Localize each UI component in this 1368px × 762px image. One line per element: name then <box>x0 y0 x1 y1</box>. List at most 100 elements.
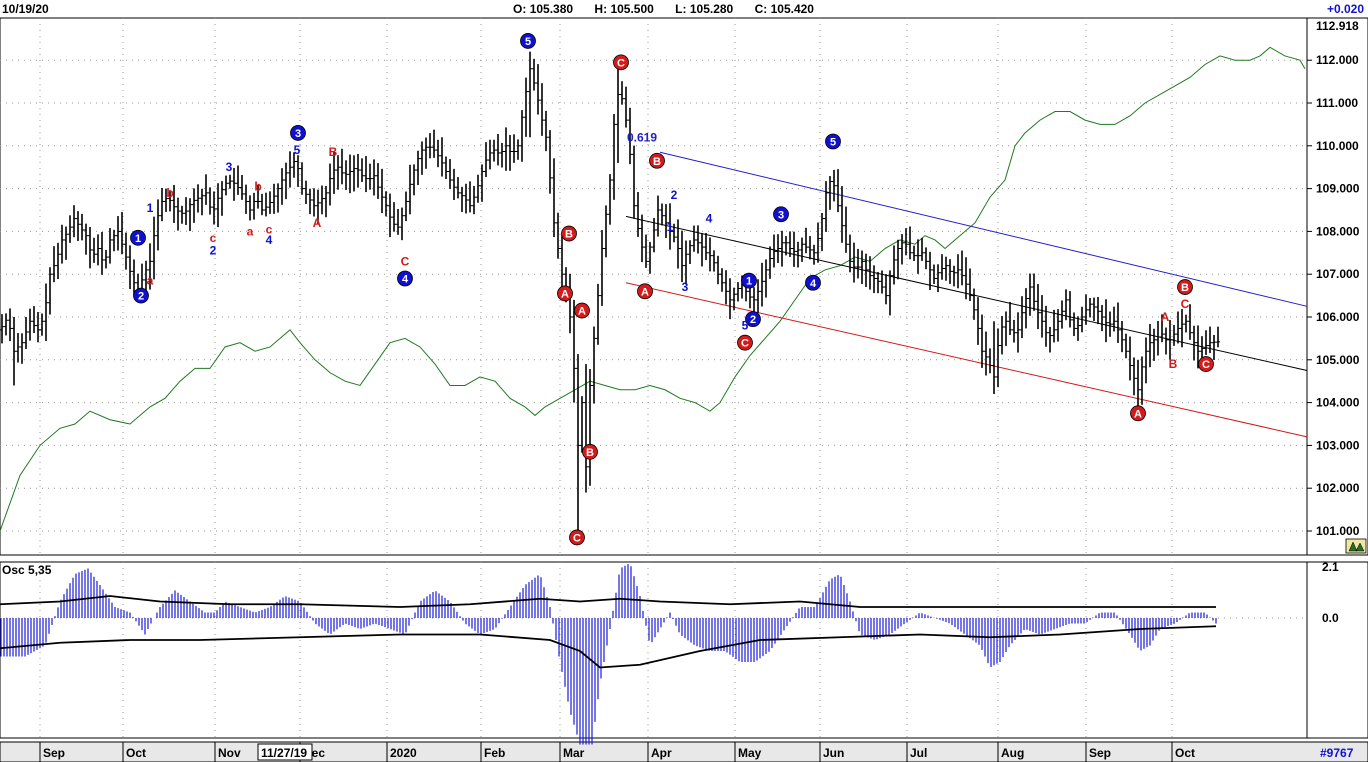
cursor-date-box <box>257 743 313 761</box>
price-bars <box>0 51 1220 536</box>
open-value: 105.380 <box>529 2 574 16</box>
y-tick-label: 103.000 <box>1316 438 1360 452</box>
wave-circle-1 <box>130 229 146 246</box>
osc-y-tick-label: 0.0 <box>1322 611 1339 625</box>
wave-label: a <box>247 224 254 238</box>
wave-circle-A <box>574 302 590 319</box>
wave-label: 1 <box>147 201 154 215</box>
high-label: H: <box>594 2 608 16</box>
wave-label: 3 <box>226 160 233 174</box>
wave-label: c <box>266 222 273 236</box>
x-tick-label: Apr <box>651 746 672 760</box>
y-tick-label: 109.000 <box>1316 182 1360 196</box>
wave-label: 1 <box>667 220 674 234</box>
x-tick-label: Sep <box>1089 746 1111 760</box>
wave-label: 5 <box>294 143 301 157</box>
wave-label: B <box>1181 282 1189 294</box>
wave-label: 2 <box>750 314 756 326</box>
wave-circle-5 <box>520 33 536 49</box>
wave-label: 4 <box>706 212 713 226</box>
wave-label: 1 <box>746 276 752 288</box>
y-tick-label: 101.000 <box>1316 524 1360 538</box>
y-tick-label: 111.000 <box>1316 96 1358 110</box>
wave-label: A <box>313 216 322 230</box>
wave-label: c <box>210 231 217 245</box>
wave-label: 3 <box>778 209 784 221</box>
x-tick-label: Nov <box>218 746 241 760</box>
wave-label: C <box>741 338 749 350</box>
wave-label: A <box>1161 310 1170 324</box>
wave-label: b <box>254 179 261 193</box>
wave-label: 5 <box>525 36 531 48</box>
wave-circle-B <box>561 225 577 242</box>
wave-circle-2 <box>745 311 761 328</box>
open-label: O: <box>513 2 527 16</box>
wave-label: 4 <box>402 273 409 285</box>
wave-label: A <box>1134 408 1142 420</box>
wave-label: b <box>166 186 173 200</box>
wave-label: A <box>641 286 649 298</box>
header-date: 10/19/20 <box>2 2 49 16</box>
osc-y-tick-label: 2.1 <box>1322 560 1339 574</box>
y-tick-label: 110.000 <box>1316 139 1359 153</box>
wave-label: B <box>1169 357 1178 371</box>
fib-label: 0.619 <box>627 131 657 145</box>
x-tick-label: Oct <box>1175 746 1195 760</box>
channel-upper-line <box>659 151 1308 307</box>
oscillator-bars <box>0 564 1217 745</box>
x-tick-label: May <box>738 746 762 760</box>
wave-label: A <box>578 306 586 318</box>
wave-label: C <box>617 57 625 69</box>
wave-circle-A <box>557 285 573 302</box>
cursor-date: 11/27/19 <box>261 746 307 760</box>
x-tick-label: Oct <box>126 746 146 760</box>
x-tick-label: Jun <box>823 746 844 760</box>
wave-label: C <box>573 532 581 544</box>
wave-circle-1 <box>741 272 757 289</box>
wave-label: C <box>401 254 410 268</box>
wave-label: 2 <box>671 188 678 202</box>
osc-title: Osc 5,35 <box>2 563 52 577</box>
wave-circle-5 <box>825 133 841 150</box>
wave-label: 5 <box>742 319 749 333</box>
x-tick-label: Jul <box>910 746 927 760</box>
y-tick-label: 108.000 <box>1316 224 1360 238</box>
close-value: 105.420 <box>770 2 814 16</box>
wave-label: 4 <box>810 278 817 290</box>
low-label: L: <box>675 2 687 16</box>
symbol-label: #9767 <box>1320 746 1354 760</box>
wave-circle-A <box>1130 405 1146 422</box>
channel-lower-line <box>625 282 1308 438</box>
wave-circle-B <box>649 152 665 169</box>
wave-circle-C <box>569 529 585 546</box>
ohlc-readout: O: 105.380 H: 105.500 L: 105.280 C: 105.… <box>513 0 832 18</box>
low-value: 105.280 <box>689 2 734 16</box>
wave-label: B <box>329 145 338 159</box>
wave-circle-B <box>582 443 598 460</box>
high-value: 105.500 <box>610 2 654 16</box>
wave-label: 2 <box>138 291 144 303</box>
wave-circle-4 <box>397 270 413 287</box>
wave-circle-3 <box>773 206 789 223</box>
scale-icon[interactable] <box>1345 538 1367 554</box>
wave-label: B <box>653 156 661 168</box>
wave-circle-4 <box>805 274 821 291</box>
wave-label: a <box>147 274 154 288</box>
y-tick-label: 104.000 <box>1316 396 1360 410</box>
wave-label: C <box>1181 297 1190 311</box>
wave-label: 4 <box>266 233 273 247</box>
change-value: +0.020 <box>1326 2 1364 16</box>
y-top-label: 112.918 <box>1316 19 1359 33</box>
wave-label: B <box>586 447 594 459</box>
y-tick-label: 102.000 <box>1316 481 1360 495</box>
wave-label: B <box>565 229 573 241</box>
osc-lower-band <box>0 625 1217 669</box>
x-tick-label: 2020 <box>390 746 417 760</box>
moving-average-line <box>0 46 1306 532</box>
wave-label: 1 <box>135 233 141 245</box>
wave-circle-3 <box>290 125 306 141</box>
y-tick-label: 112.000 <box>1316 53 1359 67</box>
